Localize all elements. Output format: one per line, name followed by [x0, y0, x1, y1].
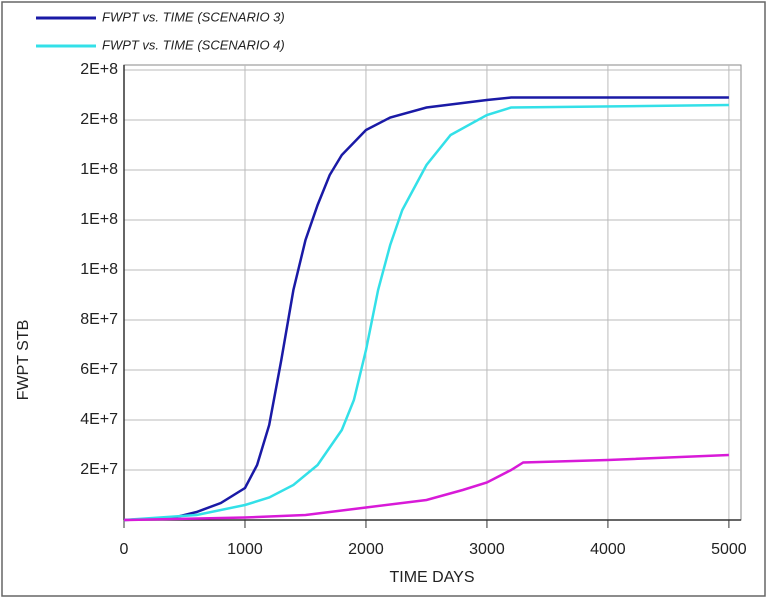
- x-tick-label: 4000: [590, 541, 626, 558]
- y-tick-label: 2E+8: [80, 111, 118, 128]
- x-tick-label: 1000: [227, 541, 263, 558]
- series-line: [123, 453, 729, 522]
- plot-area: [123, 64, 742, 521]
- y-tick-label: 8E+7: [80, 311, 118, 328]
- y-axis-label: FWPT STB: [15, 320, 32, 401]
- x-tick-label: 5000: [711, 541, 747, 558]
- y-tick-label: 1E+8: [80, 211, 118, 228]
- series-line: [123, 103, 729, 522]
- x-tick-label: 2000: [348, 541, 384, 558]
- legend-label: FWPT vs. TIME (SCENARIO 3): [102, 9, 285, 24]
- y-tick-label: 2E+7: [80, 461, 118, 478]
- y-tick-label: 1E+8: [80, 161, 118, 178]
- x-axis-label: TIME DAYS: [389, 569, 474, 586]
- x-tick-label: 3000: [469, 541, 505, 558]
- y-tick-label: 6E+7: [80, 361, 118, 378]
- y-tick-label: 2E+8: [80, 61, 118, 78]
- x-tick-label: 0: [120, 541, 129, 558]
- y-tick-label: 4E+7: [80, 411, 118, 428]
- y-tick-label: 1E+8: [80, 261, 118, 278]
- legend-label: FWPT vs. TIME (SCENARIO 4): [102, 37, 285, 52]
- series-line: [123, 96, 729, 522]
